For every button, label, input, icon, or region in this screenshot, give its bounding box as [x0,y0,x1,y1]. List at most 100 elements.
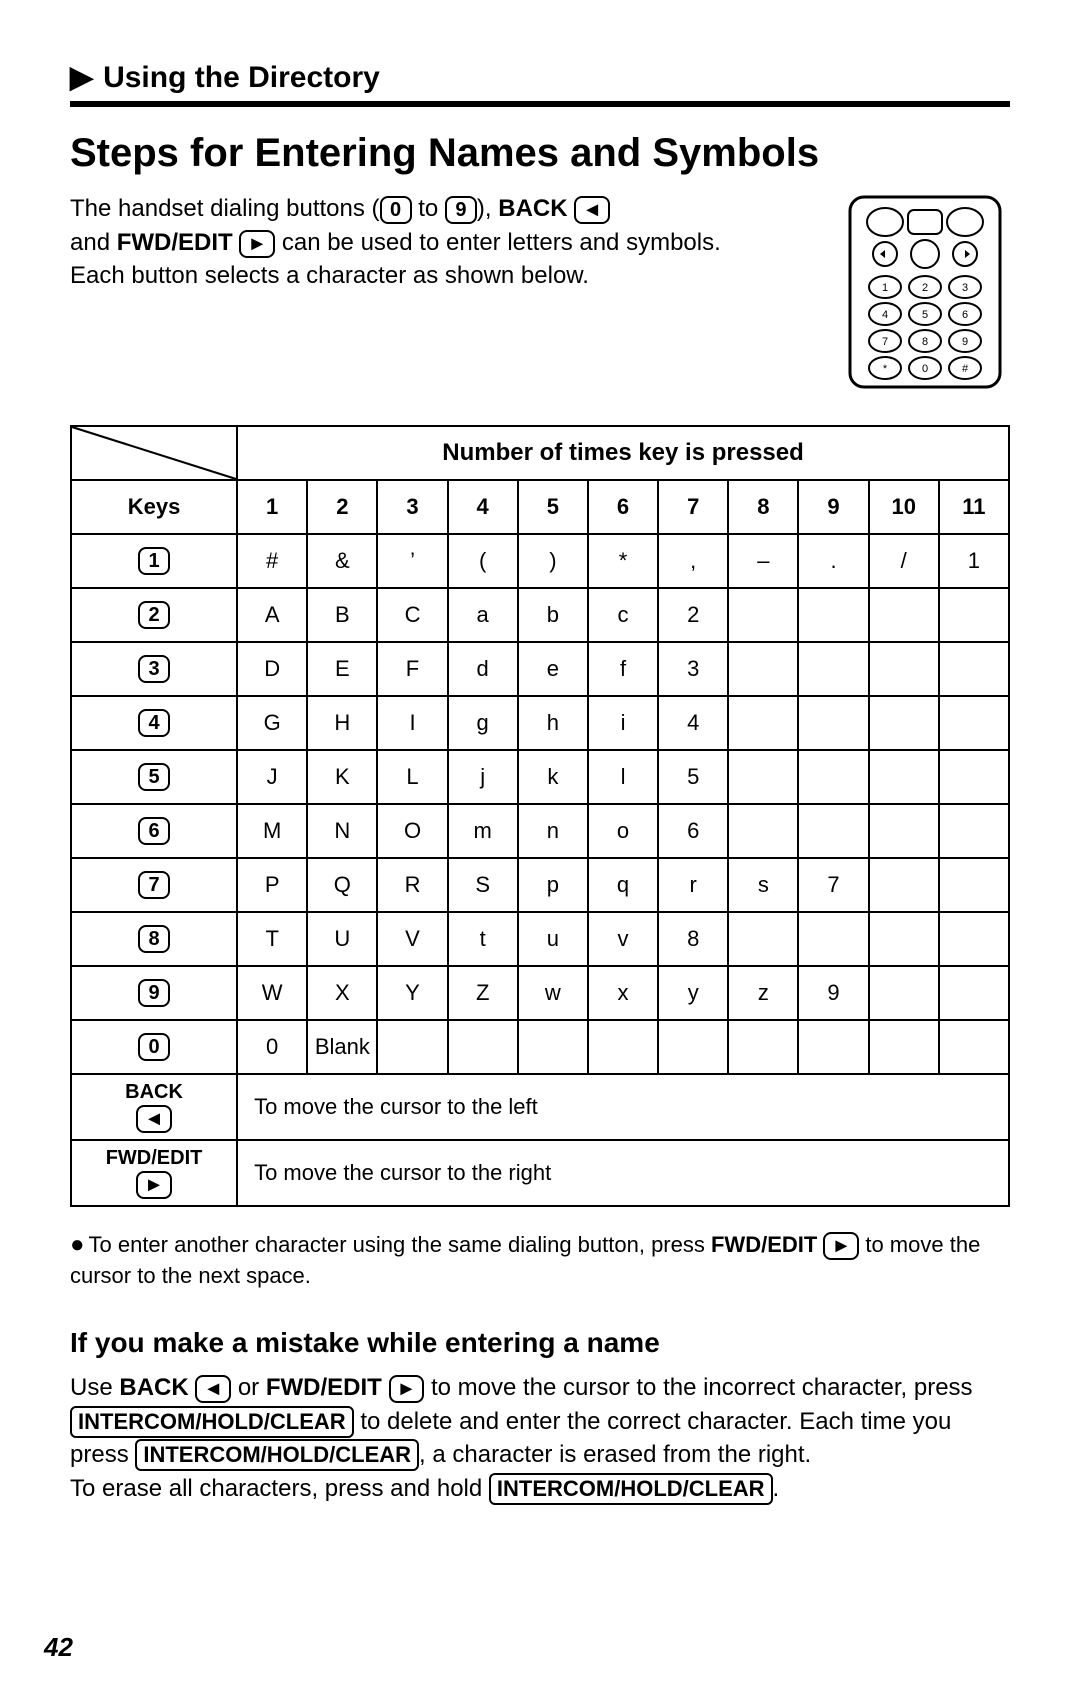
char-cell [728,804,798,858]
char-cell: V [377,912,447,966]
table-corner [71,426,237,480]
char-cell: 4 [658,696,728,750]
char-cell: W [237,966,307,1020]
char-cell: 6 [658,804,728,858]
char-cell: O [377,804,447,858]
char-cell: d [448,642,518,696]
character-table: Number of times key is pressedKeys123456… [70,425,1010,1207]
row-key: 9 [71,966,237,1020]
svg-text:#: # [962,363,969,375]
keys-header: Keys [71,480,237,534]
table-row: 7PQRSpqrs7 [71,858,1009,912]
svg-text:8: 8 [922,336,928,348]
char-cell: y [658,966,728,1020]
table-span-header: Number of times key is pressed [237,426,1009,480]
section-arrow-icon: ▶ [70,60,93,95]
char-cell: ) [518,534,588,588]
press-count-7: 7 [658,480,728,534]
char-cell: S [448,858,518,912]
intro-line1-pre: The handset dialing buttons ( [70,195,380,222]
char-cell: I [377,696,447,750]
char-cell [728,912,798,966]
char-cell [728,750,798,804]
char-cell: k [518,750,588,804]
char-cell: D [237,642,307,696]
note-pre: To enter another character using the sam… [89,1232,711,1257]
table-row: 5JKLjkl5 [71,750,1009,804]
char-cell [869,966,939,1020]
char-cell [798,750,868,804]
press-count-9: 9 [798,480,868,534]
char-cell: P [237,858,307,912]
char-cell: Q [307,858,377,912]
char-cell [869,804,939,858]
mistake-heading: If you make a mistake while entering a n… [70,1327,1010,1359]
intro-line1-mid: to [412,195,445,222]
mist-p1-mid: to move the cursor to the incorrect char… [424,1374,972,1401]
char-cell: l [588,750,658,804]
svg-text:3: 3 [962,282,968,294]
char-cell: s [728,858,798,912]
char-cell [939,1020,1009,1074]
press-count-3: 3 [377,480,447,534]
char-cell: . [798,534,868,588]
char-cell [728,588,798,642]
back-row-key: BACK◄ [71,1074,237,1140]
char-cell: u [518,912,588,966]
char-cell: J [237,750,307,804]
char-cell: 3 [658,642,728,696]
intro-line1-post: ), [477,195,498,222]
char-cell [518,1020,588,1074]
char-cell [658,1020,728,1074]
char-cell: 8 [658,912,728,966]
char-cell: m [448,804,518,858]
char-cell: 0 [237,1020,307,1074]
clear-button-1: INTERCOM/HOLD/CLEAR [70,1406,354,1438]
char-cell: w [518,966,588,1020]
char-cell [798,642,868,696]
char-cell: B [307,588,377,642]
press-count-4: 4 [448,480,518,534]
fwd-arrow-icon: ► [239,230,275,258]
char-cell: L [377,750,447,804]
char-cell: & [307,534,377,588]
char-cell: i [588,696,658,750]
char-cell: 9 [798,966,868,1020]
mist-back-label: BACK [119,1374,188,1401]
char-cell [939,642,1009,696]
char-cell: 7 [798,858,868,912]
char-cell: n [518,804,588,858]
mist-fwd-label: FWD/EDIT [266,1374,382,1401]
table-row: 2ABCabc2 [71,588,1009,642]
press-count-10: 10 [869,480,939,534]
row-key: 4 [71,696,237,750]
char-cell: f [588,642,658,696]
svg-text:*: * [883,363,888,375]
char-cell: X [307,966,377,1020]
row-key: 5 [71,750,237,804]
char-cell [869,696,939,750]
row-key: 2 [71,588,237,642]
char-cell [728,642,798,696]
char-cell [869,642,939,696]
svg-text:9: 9 [962,336,968,348]
char-cell: q [588,858,658,912]
row-key: 7 [71,858,237,912]
section-rule [70,101,1010,107]
char-cell: M [237,804,307,858]
svg-text:2: 2 [922,282,928,294]
char-cell: a [448,588,518,642]
press-count-11: 11 [939,480,1009,534]
char-cell [798,1020,868,1074]
char-cell: 1 [939,534,1009,588]
svg-text:5: 5 [922,309,928,321]
char-cell: R [377,858,447,912]
back-row-desc: To move the cursor to the left [237,1074,1009,1140]
char-cell [869,912,939,966]
row-key: 3 [71,642,237,696]
char-cell [939,804,1009,858]
mist-p1-or: or [231,1374,266,1401]
char-cell: G [237,696,307,750]
char-cell: 5 [658,750,728,804]
intro-line2-post: can be used to enter letters and symbols… [282,229,721,256]
